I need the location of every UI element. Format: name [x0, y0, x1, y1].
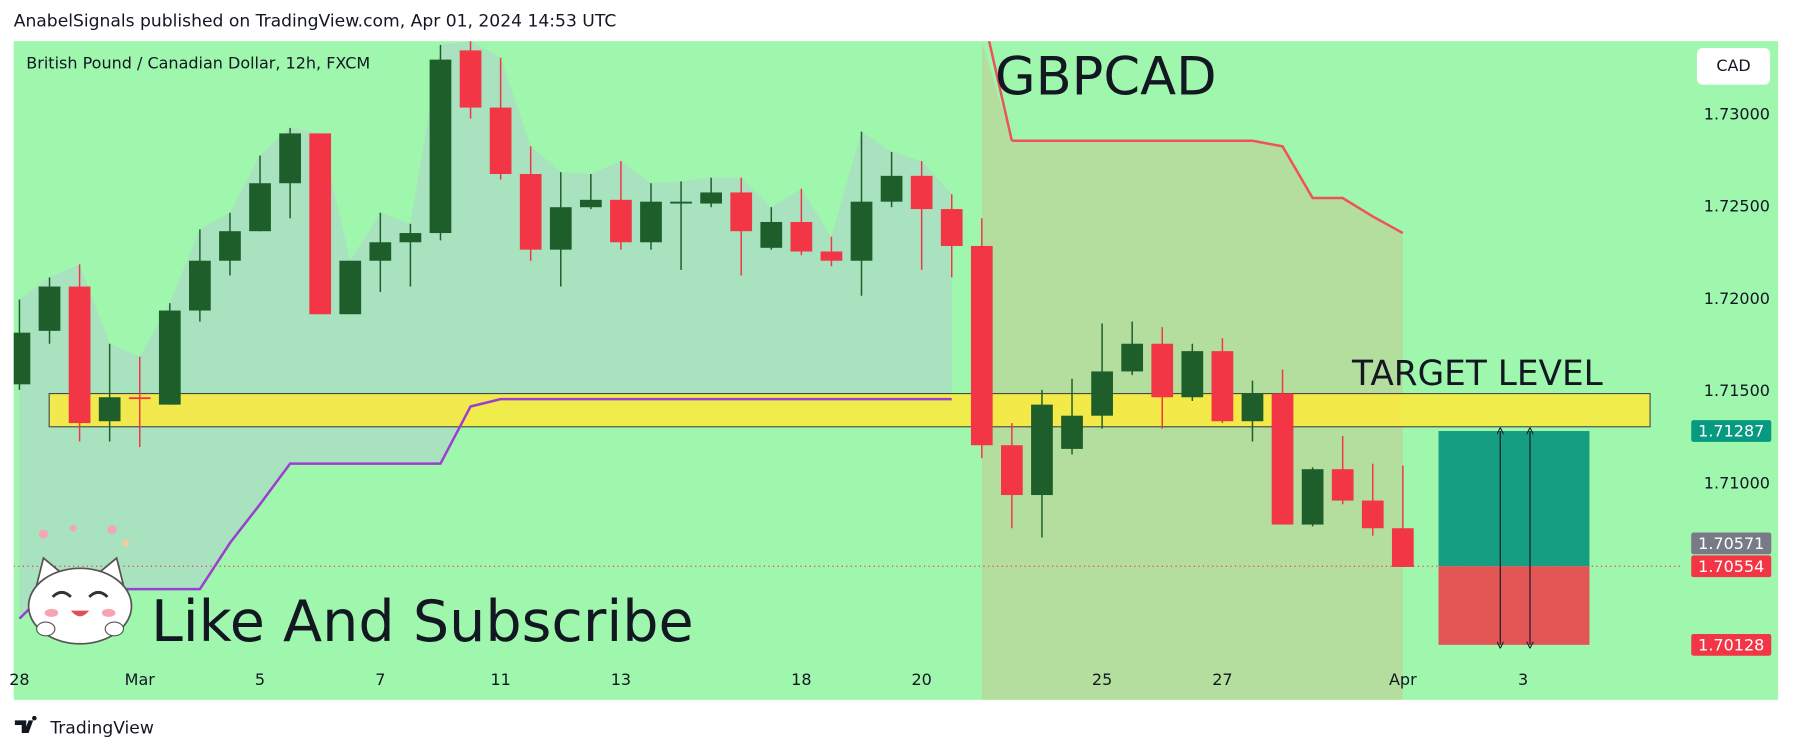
plot-area	[13, 41, 1681, 700]
candle-body	[1181, 351, 1204, 398]
symbol-legend: British Pound / Canadian Dollar, 12h, FX…	[26, 54, 370, 73]
indicator-line-lead	[987, 41, 1014, 142]
price-tag-label: 1.70554	[1698, 557, 1764, 576]
indicator-line	[18, 397, 952, 620]
price-tag-label: 1.70128	[1698, 635, 1764, 654]
candle-body	[429, 59, 452, 234]
price-tag-label: 1.70571	[1698, 534, 1764, 553]
currency-label: CAD	[1716, 56, 1750, 75]
candle-body	[1241, 393, 1264, 422]
x-tick-label: 25	[1092, 670, 1112, 689]
candle-body	[38, 286, 61, 331]
candle-body	[68, 286, 91, 424]
candle-body	[309, 133, 332, 315]
candle-body	[940, 209, 963, 246]
candle-body	[730, 192, 753, 232]
candle-body	[760, 221, 783, 248]
price-tag	[1691, 555, 1772, 578]
candle-body	[820, 251, 843, 261]
cat-sticker	[27, 524, 133, 645]
candle-body	[1001, 445, 1023, 496]
candle-body	[970, 245, 993, 446]
candle-body	[579, 199, 602, 208]
candle-body	[13, 332, 31, 385]
candle-body	[189, 260, 211, 311]
x-tick-label: Mar	[125, 670, 156, 689]
candle-body	[98, 397, 121, 422]
candle-body	[640, 201, 662, 243]
price-tag	[1691, 633, 1772, 656]
candle-body	[279, 133, 301, 184]
y-tick-label: 1.71000	[1704, 473, 1770, 492]
x-tick-label: 18	[791, 670, 811, 689]
profit-area	[1438, 431, 1590, 567]
overlay: TARGET LEVEL	[1351, 354, 1603, 645]
candle-body	[700, 192, 723, 204]
y-tick-label: 1.73000	[1704, 104, 1770, 123]
candle-body	[610, 199, 632, 243]
currency-button[interactable]	[1696, 48, 1771, 85]
x-tick-label: 20	[911, 670, 931, 689]
candle-body	[399, 233, 422, 243]
x-tick-label: 13	[611, 670, 631, 689]
price-tag	[1691, 420, 1772, 442]
candle-body	[219, 231, 241, 261]
candle-body	[1331, 469, 1354, 501]
candle-body	[1151, 343, 1174, 398]
candle-body	[790, 221, 813, 252]
candle-body	[1361, 500, 1384, 529]
candle-body	[1271, 393, 1294, 525]
candle-body	[489, 107, 512, 175]
x-tick-label: 5	[255, 670, 265, 689]
candle-body	[850, 201, 873, 261]
candle-body	[1031, 404, 1053, 496]
candle-body	[459, 50, 482, 108]
candle-body	[339, 260, 362, 315]
price-tag	[1691, 532, 1772, 555]
y-tick-label: 1.72500	[1704, 197, 1770, 216]
candle-body	[1211, 351, 1234, 422]
y-tick-label: 1.72000	[1704, 289, 1770, 308]
candle-body	[249, 183, 271, 232]
x-tick-label: 7	[375, 670, 385, 689]
candle-body	[880, 175, 903, 202]
candle-body	[1121, 343, 1144, 372]
loss-area	[1438, 566, 1590, 645]
candle-body	[128, 397, 151, 400]
publish-header: AnabelSignals published on TradingView.c…	[14, 12, 617, 32]
y-tick-label: 1.71500	[1704, 381, 1770, 400]
x-tick-label: Apr	[1389, 670, 1417, 689]
candle-body	[519, 174, 542, 250]
candle-body	[910, 175, 933, 210]
tradingview-logo	[14, 715, 37, 733]
candle-body	[369, 242, 392, 261]
zone-label: TARGET LEVEL	[1351, 354, 1603, 394]
candle-body	[549, 207, 572, 250]
chart-title: GBPCAD	[995, 47, 1217, 108]
candle-body	[158, 310, 181, 405]
candle-body	[1061, 415, 1083, 449]
candle-body	[1091, 371, 1113, 416]
x-tick-label: 11	[490, 670, 510, 689]
annotation: Like And Subscribe	[151, 589, 694, 655]
x-tick-label: 27	[1212, 670, 1232, 689]
candle-body	[1391, 528, 1414, 567]
footer-brand: TradingView	[49, 718, 154, 738]
candle-body	[670, 201, 692, 204]
candle-body	[1301, 469, 1324, 525]
price-tag-label: 1.71287	[1698, 422, 1764, 441]
x-tick-label: 28	[9, 670, 29, 689]
indicator-line	[1011, 139, 1404, 235]
x-tick-label: 3	[1518, 670, 1528, 689]
